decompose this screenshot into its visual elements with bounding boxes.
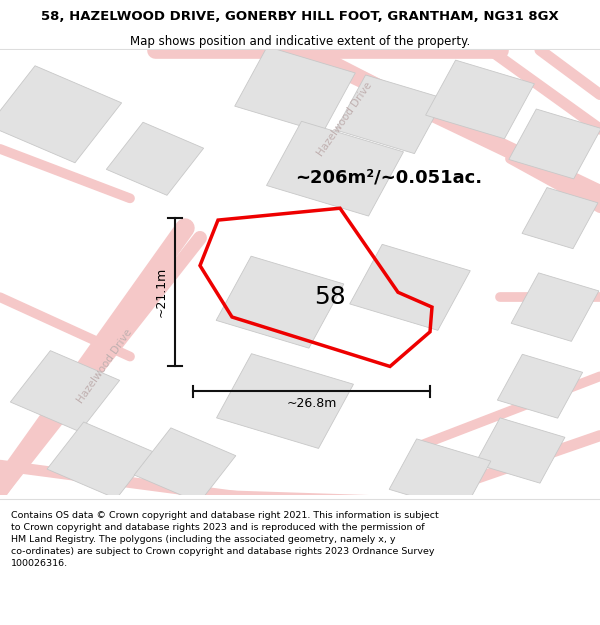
- Text: ~26.8m: ~26.8m: [286, 396, 337, 409]
- Polygon shape: [217, 354, 353, 448]
- Text: Hazelwood Drive: Hazelwood Drive: [76, 328, 134, 406]
- Text: ~206m²/~0.051ac.: ~206m²/~0.051ac.: [295, 169, 482, 186]
- Polygon shape: [0, 66, 122, 162]
- Polygon shape: [335, 75, 445, 154]
- Polygon shape: [134, 428, 236, 503]
- Text: ~21.1m: ~21.1m: [155, 267, 168, 318]
- Polygon shape: [106, 122, 203, 195]
- Text: Map shows position and indicative extent of the property.: Map shows position and indicative extent…: [130, 35, 470, 48]
- Polygon shape: [509, 109, 600, 179]
- Polygon shape: [522, 188, 598, 249]
- Text: Contains OS data © Crown copyright and database right 2021. This information is : Contains OS data © Crown copyright and d…: [11, 511, 439, 568]
- Polygon shape: [389, 439, 491, 511]
- Text: 58, HAZELWOOD DRIVE, GONERBY HILL FOOT, GRANTHAM, NG31 8GX: 58, HAZELWOOD DRIVE, GONERBY HILL FOOT, …: [41, 10, 559, 23]
- Text: 58: 58: [314, 285, 346, 309]
- Polygon shape: [425, 60, 535, 139]
- Text: Hazelwood Drive: Hazelwood Drive: [316, 80, 374, 158]
- Polygon shape: [497, 354, 583, 418]
- Polygon shape: [235, 46, 355, 132]
- Polygon shape: [266, 121, 403, 216]
- Polygon shape: [475, 418, 565, 483]
- Polygon shape: [350, 244, 470, 331]
- Polygon shape: [216, 256, 344, 348]
- Polygon shape: [47, 422, 153, 499]
- Polygon shape: [511, 273, 599, 341]
- Polygon shape: [10, 351, 119, 432]
